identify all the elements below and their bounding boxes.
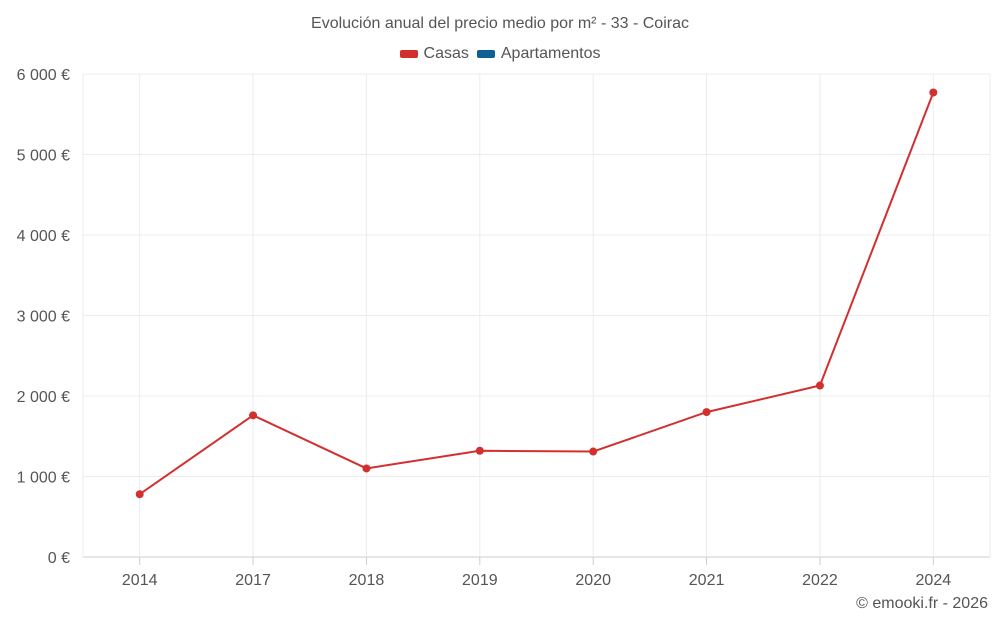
x-tick-label: 2019 [462, 572, 498, 589]
y-tick-label: 4 000 € [17, 228, 70, 245]
legend-item-casas[interactable]: Casas [399, 45, 469, 63]
data-point-casas [475, 446, 484, 455]
legend-item-apartamentos[interactable]: Apartamentos [476, 45, 601, 63]
legend-swatch-casas [399, 50, 418, 58]
x-tick-label: 2014 [122, 572, 158, 589]
y-tick-label: 0 € [48, 550, 70, 567]
data-point-casas [815, 381, 824, 390]
data-point-casas [702, 408, 711, 417]
series-line-casas [139, 92, 935, 496]
x-tick-label: 2020 [575, 572, 611, 589]
legend: Casas Apartamentos [0, 45, 1000, 63]
data-point-casas [929, 88, 938, 97]
chart-title: Evolución anual del precio medio por m² … [311, 15, 689, 32]
data-point-casas [135, 490, 144, 499]
legend-label-apartamentos: Apartamentos [500, 45, 601, 62]
data-point-casas [589, 447, 598, 456]
legend-label-casas: Casas [423, 45, 469, 62]
y-tick-label: 3 000 € [17, 309, 70, 326]
x-tick-label: 2021 [689, 572, 725, 589]
y-tick-label: 2 000 € [17, 389, 70, 406]
credit-text: © emooki.fr - 2026 [856, 595, 988, 612]
x-tick-label: 2022 [802, 572, 838, 589]
data-point-casas [249, 411, 258, 420]
y-tick-label: 6 000 € [17, 67, 70, 84]
x-tick-label: 2024 [916, 572, 952, 589]
x-tick-label: 2017 [235, 572, 271, 589]
data-point-casas [362, 464, 371, 473]
legend-swatch-apartamentos [476, 50, 495, 58]
x-tick-label: 2018 [349, 572, 385, 589]
y-tick-label: 1 000 € [17, 470, 70, 487]
y-tick-label: 5 000 € [17, 148, 70, 165]
